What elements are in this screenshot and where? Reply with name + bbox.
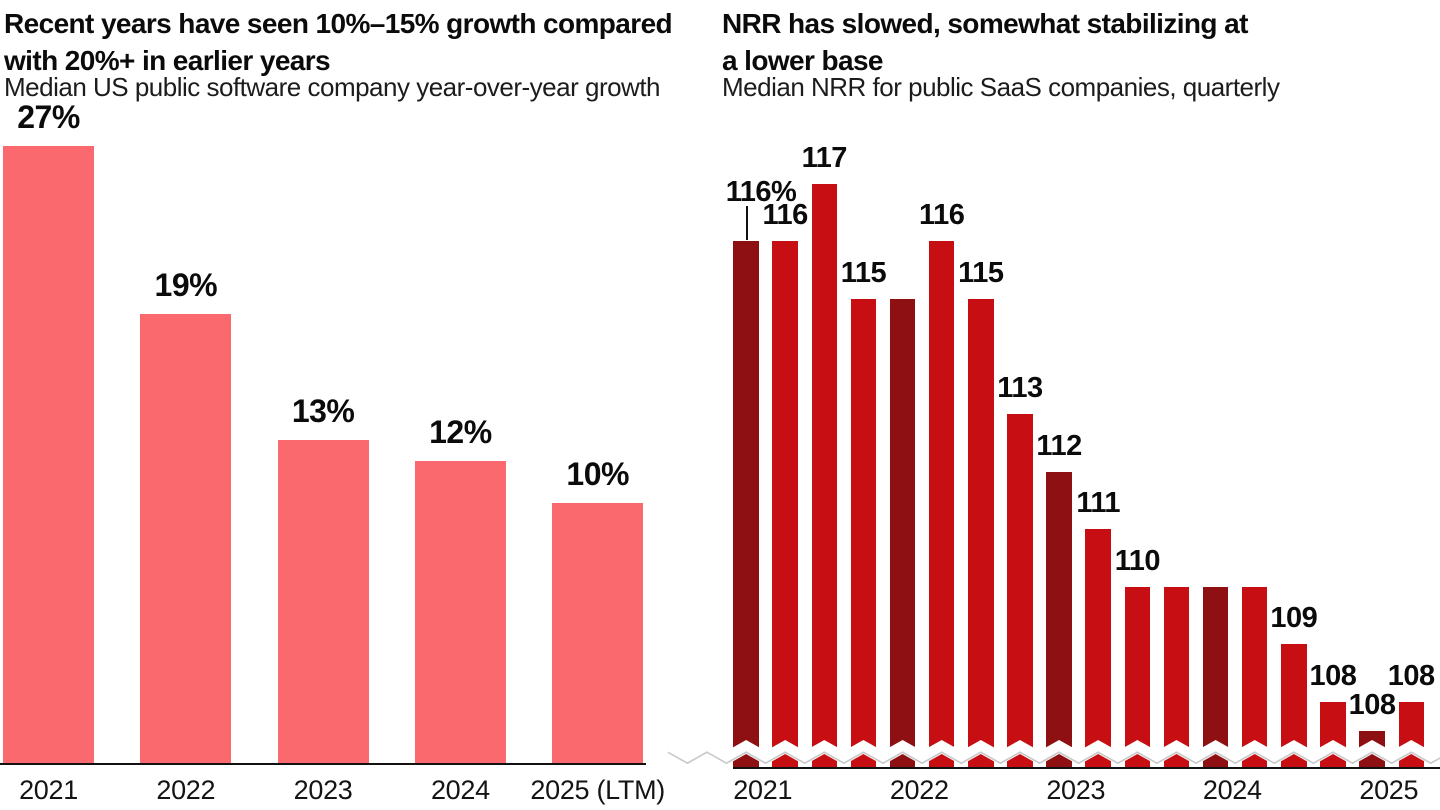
right-chart-title: NRR has slowed, somewhat stabilizing at … (722, 5, 1248, 79)
nrr-bar-2024-Q2 (1241, 586, 1268, 767)
nrr-value-label-15: 108 (1309, 660, 1357, 692)
nrr-axis-label-2024: 2024 (1202, 775, 1262, 805)
nrr-bar-2023-Q4 (1163, 586, 1190, 767)
nrr-bar-2025-Q1 (1359, 730, 1385, 767)
right-chart-title-line1: NRR has slowed, somewhat stabilizing at (722, 8, 1248, 39)
growth-x-axis-line (0, 763, 646, 766)
nrr-bar-2022-Q3 (968, 298, 994, 767)
growth-bar-2023 (277, 440, 369, 763)
growth-axis-label-4: 2025 (LTM) (530, 775, 665, 805)
left-chart-subtitle: Median US public software company year-o… (4, 72, 661, 102)
left-chart-title-line1: Recent years have seen 10%–15% growth co… (4, 8, 673, 39)
nrr-value-label-5: 116 (919, 199, 965, 232)
right-chart-subtitle: Median NRR for public SaaS companies, qu… (722, 72, 1280, 102)
nrr-bar-2022-Q4 (1007, 414, 1033, 767)
right-chart-title-line2: a lower base (722, 45, 883, 76)
nrr-value-label-3: 115 (840, 256, 887, 289)
nrr-value-label-8: 112 (1036, 429, 1082, 462)
nrr-value-label-10: 110 (1114, 544, 1161, 577)
growth-value-label-1: 19% (154, 267, 218, 303)
nrr-bar-2023-Q1 (1046, 471, 1072, 767)
growth-value-label-3: 12% (429, 414, 492, 450)
growth-value-label-0: 27% (17, 99, 80, 135)
growth-value-label-4: 10% (566, 456, 629, 492)
nrr-bar-2023-Q3 (1124, 586, 1151, 767)
nrr-bar-2025-Q2 (1398, 702, 1424, 767)
nrr-axis-label-2025: 2025 (1359, 775, 1419, 805)
nrr-axis-label-2023: 2023 (1046, 775, 1106, 805)
growth-value-label-2: 13% (291, 393, 355, 429)
growth-bar-2021 (3, 146, 94, 763)
nrr-x-axis-line (733, 767, 1440, 770)
nrr-bar-2022-Q1 (889, 298, 916, 767)
nrr-value-label-0: 116% (725, 176, 797, 208)
nrr-value-label-17: 108 (1387, 660, 1435, 692)
nrr-value-label-14: 109 (1270, 602, 1318, 635)
nrr-bar-2023-Q2 (1085, 529, 1111, 767)
nrr-axis-label-2022: 2022 (889, 775, 949, 805)
nrr-value-label-7: 113 (997, 372, 1043, 404)
growth-axis-label-3: 2024 (430, 775, 490, 805)
growth-axis-label-1: 2022 (156, 775, 216, 805)
nrr-value-label-6: 115 (958, 256, 1004, 289)
nrr-value-label-9: 111 (1076, 487, 1121, 520)
growth-axis-label-0: 2021 (19, 775, 78, 805)
nrr-value-label-1: 116 (762, 199, 809, 232)
growth-bar-2024 (414, 461, 506, 763)
growth-bar-2022 (140, 314, 232, 763)
nrr-bar-2021-Q4 (850, 298, 877, 767)
nrr-axis-label-2021: 2021 (733, 775, 793, 805)
nrr-value-label-2: 117 (801, 141, 848, 174)
nrr-bar-2021-Q1 (733, 241, 759, 767)
growth-axis-label-2: 2023 (293, 775, 353, 805)
nrr-callout-line (746, 206, 748, 241)
nrr-bar-2024-Q4 (1320, 702, 1346, 767)
nrr-bar-2021-Q2 (772, 241, 798, 767)
nrr-bar-2022-Q2 (928, 241, 955, 767)
nrr-bar-2024-Q3 (1281, 644, 1307, 767)
left-chart-title: Recent years have seen 10%–15% growth co… (4, 5, 673, 79)
growth-bar-2025-LTM- (552, 503, 644, 763)
nrr-bar-2024-Q1 (1202, 586, 1229, 767)
nrr-value-label-16: 108 (1348, 688, 1396, 721)
nrr-bar-2021-Q3 (811, 183, 838, 767)
left-chart-title-line2: with 20%+ in earlier years (4, 45, 331, 76)
